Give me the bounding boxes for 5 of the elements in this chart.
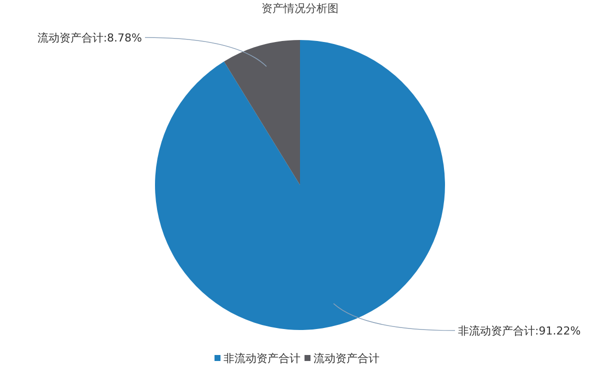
- legend-label: 流动资产合计: [314, 352, 380, 365]
- data-label: 非流动资产合计:91.22%: [458, 324, 581, 338]
- legend-label: 非流动资产合计: [224, 352, 300, 365]
- chart-title: 资产情况分析图: [262, 2, 338, 15]
- data-label: 流动资产合计:8.78%: [37, 31, 142, 44]
